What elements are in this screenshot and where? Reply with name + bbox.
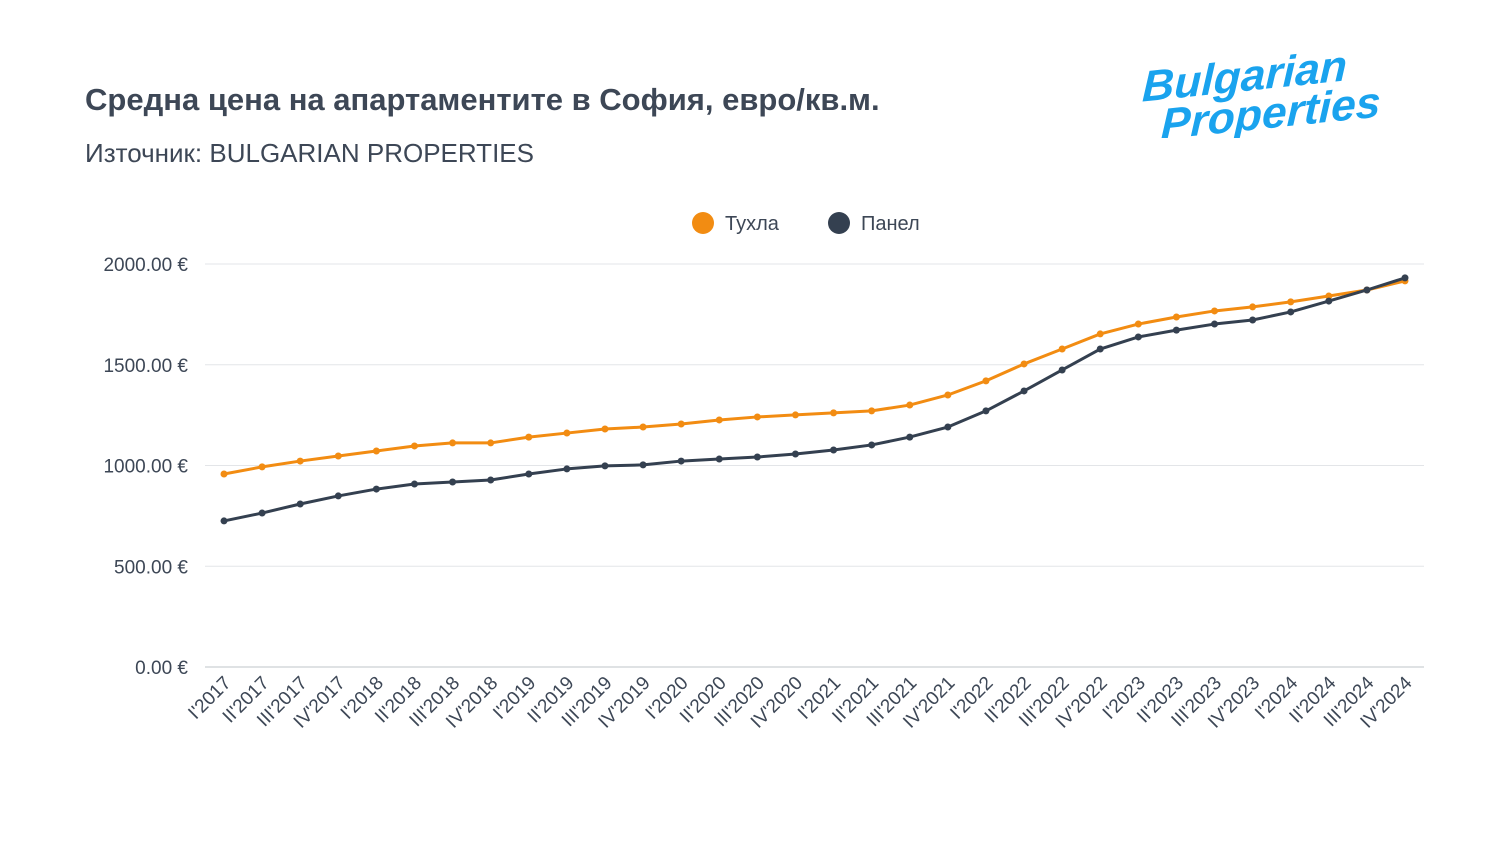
series-line-0	[223, 279, 1406, 476]
data-point	[753, 413, 761, 421]
y-tick-label: 2000.00 €	[103, 255, 188, 276]
chart-title: Средна цена на апартаментите в София, ев…	[85, 82, 880, 117]
data-point	[334, 492, 342, 500]
data-point	[296, 457, 304, 465]
y-tick-label: 0.00 €	[135, 658, 188, 679]
data-point	[1211, 320, 1219, 328]
data-point	[982, 407, 990, 415]
data-point	[1325, 292, 1333, 300]
data-point	[1172, 313, 1180, 321]
data-point	[449, 439, 457, 447]
data-point	[487, 439, 495, 447]
data-point	[1363, 286, 1371, 294]
data-point	[220, 470, 228, 478]
data-point	[791, 411, 799, 419]
data-point	[1249, 303, 1257, 311]
data-point	[639, 461, 647, 469]
data-point	[906, 433, 914, 441]
data-point	[677, 420, 685, 428]
legend-marker	[692, 212, 714, 234]
data-point	[334, 452, 342, 460]
data-point	[563, 465, 571, 473]
data-point	[601, 462, 609, 470]
data-point	[715, 416, 723, 424]
data-point	[372, 447, 380, 455]
y-tick-label: 1500.00 €	[103, 356, 188, 377]
bulgarian-properties-logo: Bulgarian Properties	[1140, 41, 1382, 138]
data-point	[1096, 345, 1104, 353]
data-point	[1020, 387, 1028, 395]
data-point	[601, 425, 609, 433]
data-point	[791, 450, 799, 458]
data-point	[1401, 274, 1409, 282]
data-point	[639, 423, 647, 431]
data-point	[944, 423, 952, 431]
data-point	[1325, 297, 1333, 305]
data-point	[753, 453, 761, 461]
legend-marker	[828, 212, 850, 234]
legend-label: Тухла	[725, 213, 780, 235]
data-point	[258, 463, 266, 471]
data-point	[868, 407, 876, 415]
data-point	[220, 517, 228, 525]
data-point	[372, 485, 380, 493]
data-point	[1287, 308, 1295, 316]
data-point	[982, 377, 990, 385]
data-point	[525, 433, 533, 441]
data-point	[715, 455, 723, 463]
data-point	[296, 500, 304, 508]
data-point	[944, 391, 952, 399]
data-point	[868, 441, 876, 449]
y-tick-label: 1000.00 €	[103, 457, 188, 478]
data-point	[1096, 330, 1104, 338]
data-point	[410, 442, 418, 450]
chart-subtitle: Източник: BULGARIAN PROPERTIES	[85, 138, 534, 168]
data-point	[1211, 307, 1219, 315]
data-point	[1287, 298, 1295, 306]
data-point	[258, 509, 266, 517]
data-point	[1058, 345, 1066, 353]
y-tick-label: 500.00 €	[114, 557, 188, 578]
series-line-1	[223, 276, 1406, 523]
data-point	[1134, 320, 1142, 328]
data-point	[1134, 333, 1142, 341]
data-point	[449, 478, 457, 486]
data-point	[830, 446, 838, 454]
data-point	[906, 401, 914, 409]
data-point	[1249, 316, 1257, 324]
data-point	[1020, 360, 1028, 368]
data-point	[410, 480, 418, 488]
data-point	[525, 470, 533, 478]
data-point	[830, 409, 838, 417]
legend-label: Панел	[861, 213, 920, 235]
data-point	[563, 429, 571, 437]
data-point	[677, 457, 685, 465]
data-point	[1058, 366, 1066, 374]
data-point	[487, 476, 495, 484]
data-point	[1172, 326, 1180, 334]
